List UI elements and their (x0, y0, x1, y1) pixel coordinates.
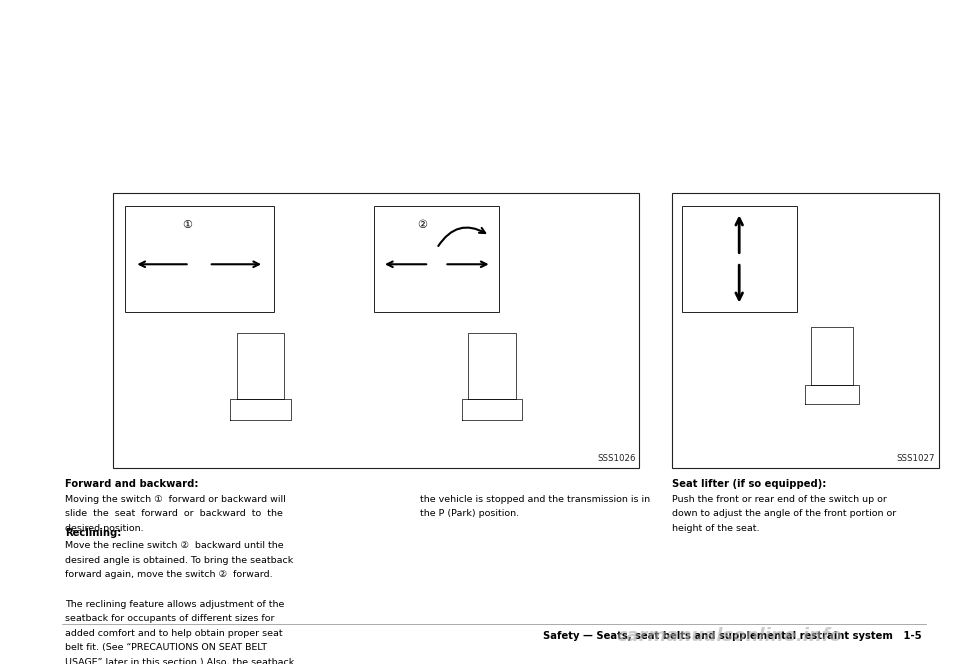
Text: the vehicle is stopped and the transmission is in: the vehicle is stopped and the transmiss… (420, 495, 650, 504)
Bar (125, 206, 274, 312)
Text: the P (Park) position.: the P (Park) position. (420, 509, 518, 519)
Text: slide  the  seat  forward  or  backward  to  the: slide the seat forward or backward to th… (65, 509, 283, 519)
Text: Forward and backward:: Forward and backward: (65, 479, 199, 489)
Text: down to adjust the angle of the front portion or: down to adjust the angle of the front po… (672, 509, 897, 519)
Bar (374, 206, 499, 312)
Text: ②: ② (417, 220, 427, 230)
Text: The reclining feature allows adjustment of the: The reclining feature allows adjustment … (65, 600, 285, 609)
Text: desired position.: desired position. (65, 524, 144, 533)
Text: Move the recline switch ②  backward until the: Move the recline switch ② backward until… (65, 541, 284, 550)
Text: SSS1027: SSS1027 (897, 454, 935, 463)
Text: Push the front or rear end of the switch up or: Push the front or rear end of the switch… (672, 495, 887, 504)
Bar (672, 193, 939, 468)
Text: desired angle is obtained. To bring the seatback: desired angle is obtained. To bring the … (65, 556, 294, 565)
Text: Safety — Seats, seat belts and supplemental restraint system   1-5: Safety — Seats, seat belts and supplemen… (543, 631, 922, 641)
Text: ①: ① (182, 220, 192, 230)
Text: added comfort and to help obtain proper seat: added comfort and to help obtain proper … (65, 629, 283, 638)
Text: SSS1026: SSS1026 (597, 454, 636, 463)
Text: forward again, move the switch ②  forward.: forward again, move the switch ② forward… (65, 570, 273, 580)
Bar (682, 206, 797, 312)
Text: Reclining:: Reclining: (65, 528, 122, 538)
Text: belt fit. (See “PRECAUTIONS ON SEAT BELT: belt fit. (See “PRECAUTIONS ON SEAT BELT (65, 643, 268, 653)
Text: height of the seat.: height of the seat. (672, 524, 759, 533)
Text: USAGE” later in this section.) Also, the seatback: USAGE” later in this section.) Also, the… (65, 658, 295, 664)
Text: seatback for occupants of different sizes for: seatback for occupants of different size… (65, 614, 275, 623)
Text: Seat lifter (if so equipped):: Seat lifter (if so equipped): (672, 479, 827, 489)
Text: Moving the switch ①  forward or backward will: Moving the switch ① forward or backward … (65, 495, 286, 504)
Bar (113, 193, 639, 468)
Text: carmanualsonline.info: carmanualsonline.info (616, 627, 843, 645)
